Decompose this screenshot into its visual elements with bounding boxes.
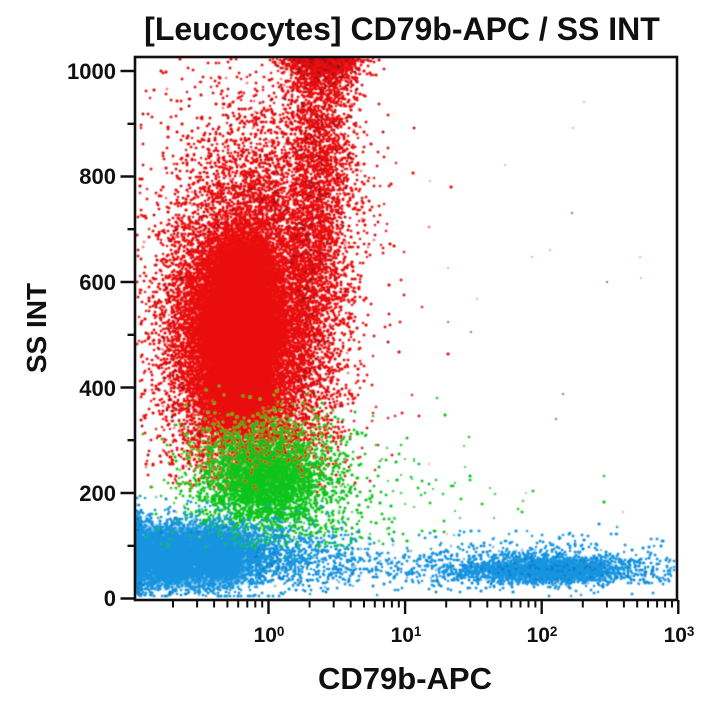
svg-text:100: 100 xyxy=(254,624,285,647)
svg-text:102: 102 xyxy=(527,624,558,647)
svg-text:SS INT: SS INT xyxy=(21,283,52,373)
svg-text:CD79b-APC: CD79b-APC xyxy=(318,661,492,696)
svg-text:600: 600 xyxy=(79,270,116,295)
svg-text:800: 800 xyxy=(79,164,116,189)
svg-text:1000: 1000 xyxy=(67,59,116,84)
svg-text:0: 0 xyxy=(104,586,116,611)
svg-text:200: 200 xyxy=(79,481,116,506)
svg-text:[Leucocytes] CD79b-APC / SS IN: [Leucocytes] CD79b-APC / SS INT xyxy=(144,11,660,47)
svg-text:400: 400 xyxy=(79,376,116,401)
